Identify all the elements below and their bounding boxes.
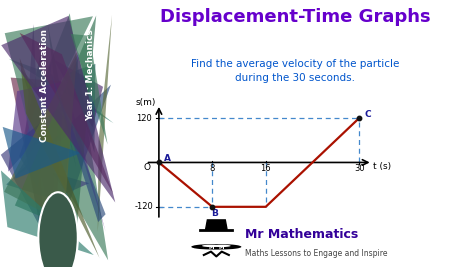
Text: Mr Mathematics: Mr Mathematics	[245, 228, 358, 241]
Polygon shape	[48, 25, 76, 168]
Text: s(m): s(m)	[136, 98, 156, 107]
Polygon shape	[9, 59, 114, 123]
Polygon shape	[71, 34, 108, 144]
Polygon shape	[4, 51, 77, 223]
Text: 120: 120	[137, 113, 152, 123]
Polygon shape	[16, 137, 86, 175]
Polygon shape	[19, 33, 113, 194]
Polygon shape	[1, 170, 94, 255]
Text: A: A	[164, 154, 171, 163]
Text: 30: 30	[354, 164, 365, 173]
Text: Year 1: Mechanics: Year 1: Mechanics	[86, 29, 95, 121]
Text: -120: -120	[135, 202, 154, 211]
Polygon shape	[54, 59, 103, 128]
Text: Maths Lessons to Engage and Inspire: Maths Lessons to Engage and Inspire	[245, 249, 387, 258]
Polygon shape	[1, 16, 115, 202]
Text: 8: 8	[210, 164, 215, 173]
Polygon shape	[51, 75, 106, 222]
Polygon shape	[27, 13, 108, 260]
Circle shape	[38, 192, 78, 267]
Polygon shape	[21, 69, 73, 153]
Circle shape	[202, 244, 241, 249]
Polygon shape	[11, 78, 61, 267]
Circle shape	[213, 245, 231, 247]
Polygon shape	[53, 173, 89, 193]
Polygon shape	[206, 220, 227, 230]
Polygon shape	[19, 60, 52, 187]
Polygon shape	[1, 105, 63, 252]
Polygon shape	[31, 52, 79, 248]
Text: t (s): t (s)	[374, 162, 392, 171]
Polygon shape	[70, 64, 95, 153]
Circle shape	[202, 245, 220, 247]
Text: 16: 16	[260, 164, 271, 173]
Polygon shape	[15, 15, 96, 232]
Text: M: M	[208, 245, 214, 250]
Circle shape	[191, 244, 231, 249]
Polygon shape	[3, 127, 81, 179]
Polygon shape	[25, 24, 44, 249]
Text: Displacement-Time Graphs: Displacement-Time Graphs	[160, 8, 430, 26]
Text: Find the average velocity of the particle
during the 30 seconds.: Find the average velocity of the particl…	[191, 59, 399, 83]
Polygon shape	[20, 58, 100, 258]
Text: B: B	[211, 209, 218, 218]
Polygon shape	[61, 67, 106, 231]
Polygon shape	[8, 76, 92, 172]
Text: Constant Acceleration: Constant Acceleration	[40, 29, 49, 142]
Polygon shape	[98, 15, 112, 232]
Polygon shape	[5, 16, 93, 140]
Polygon shape	[24, 43, 43, 140]
Polygon shape	[6, 85, 111, 204]
Text: O: O	[143, 163, 150, 172]
Text: C: C	[365, 110, 371, 119]
Text: M: M	[219, 245, 225, 250]
